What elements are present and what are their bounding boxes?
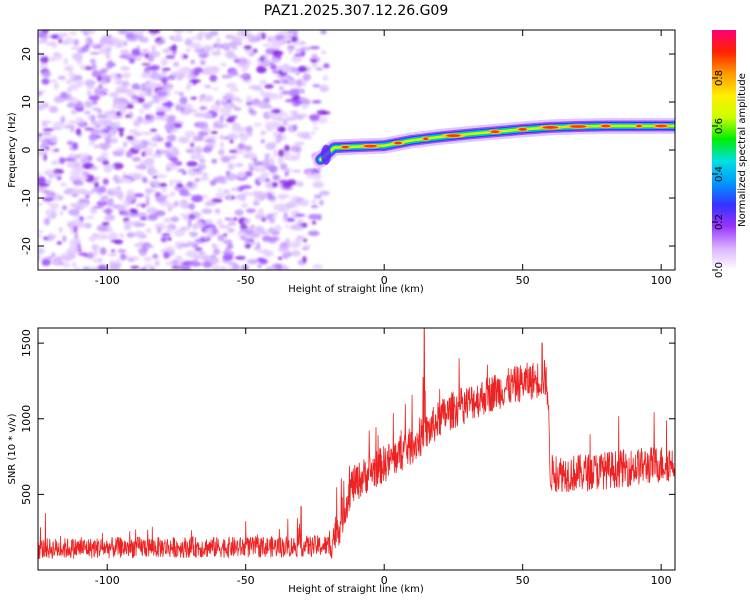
spectrogram-y-label: Frequency (Hz) xyxy=(7,112,18,188)
spectrogram-y-tick-label: -20 xyxy=(20,237,33,255)
spectrogram-x-tick-label: 50 xyxy=(516,274,530,287)
colorbar-tick-label: 0.6 xyxy=(714,118,725,134)
spectrogram-x-label: Height of straight line (km) xyxy=(288,284,424,295)
snr-x-tick-label: 50 xyxy=(516,574,530,587)
colorbar-gradient xyxy=(712,30,736,270)
snr-series-line xyxy=(38,328,675,559)
snr-x-label: Height of straight line (km) xyxy=(288,584,424,595)
snr-y-tick-label: 1000 xyxy=(20,405,33,433)
colorbar: 0.0 0.2 0.4 0.6 0.8 Normalized spectral ampl… xyxy=(712,30,748,278)
snr-x-tick-label: 0 xyxy=(381,574,388,587)
snr-y-tick-label: 500 xyxy=(20,484,33,505)
snr-x-tick-label: 100 xyxy=(651,574,672,587)
snr-panel: -100 -50 0 50 100 500 1000 1500 Height of strai… xyxy=(7,327,676,595)
spectrogram-ridge xyxy=(312,118,675,168)
spectrogram-y-tick-label: 20 xyxy=(20,47,33,61)
spectrogram-x-tick-label: 0 xyxy=(381,274,388,287)
snr-frame xyxy=(37,327,676,571)
chart-title: PAZ1.2025.307.12.26.G09 xyxy=(264,3,449,19)
spectrogram-x-tick-label: -50 xyxy=(237,274,255,287)
colorbar-ticks: 0.0 0.2 0.4 0.6 0.8 xyxy=(712,70,725,278)
spectrogram-x-tick-label: 100 xyxy=(651,274,672,287)
snr-y-label: SNR (10 * v/v) xyxy=(7,413,18,484)
colorbar-tick-label: 0.0 xyxy=(714,262,725,278)
snr-x-tick-label: -100 xyxy=(95,574,120,587)
spectrogram-noise xyxy=(38,30,332,270)
ridge-origin-blob xyxy=(321,144,332,165)
spectrogram-x-tick-label: -100 xyxy=(95,274,120,287)
snr-ticks: -100 -50 0 50 100 500 1000 1500 xyxy=(20,328,675,587)
spectrogram-y-tick-label: -10 xyxy=(20,189,33,207)
colorbar-tick-label: 0.4 xyxy=(714,166,725,182)
colorbar-tick-label: 0.8 xyxy=(714,70,725,86)
colorbar-label: Normalized spectral amplitude xyxy=(737,73,748,227)
colorbar-tick-label: 0.2 xyxy=(714,214,725,230)
spectrogram-heatmap xyxy=(38,30,675,270)
snr-y-tick-label: 1500 xyxy=(20,329,33,357)
spectrogram-y-tick-label: 10 xyxy=(20,95,33,109)
spectrogram-y-tick-label: 0 xyxy=(20,147,33,154)
snr-x-tick-label: -50 xyxy=(237,574,255,587)
